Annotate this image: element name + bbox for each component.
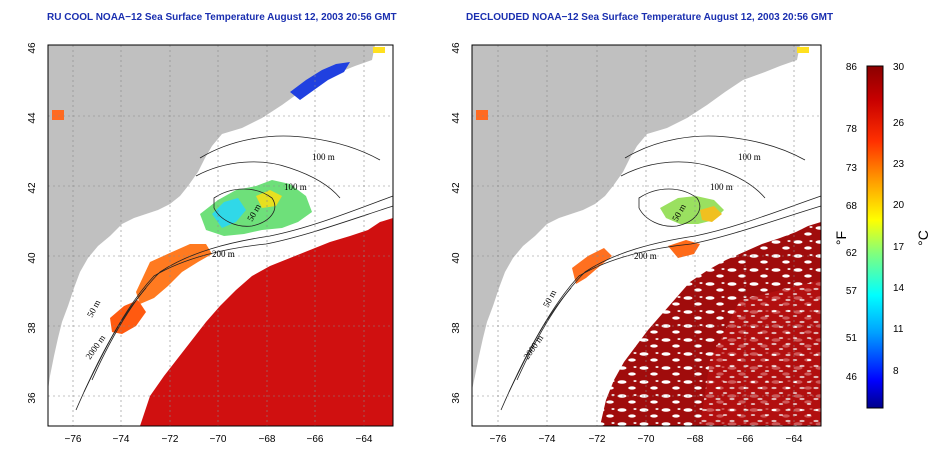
left-x-tick-label: −72 — [162, 434, 179, 445]
colorbar-celsius-label: 26 — [893, 118, 905, 129]
left-map-lake-patch — [52, 110, 64, 120]
right-x-tick-label: −66 — [737, 434, 754, 445]
colorbar-gradient — [866, 65, 884, 409]
left-y-axis: 46 44 42 40 38 36 — [27, 42, 38, 404]
colorbar-fahrenheit-label: 51 — [846, 333, 858, 344]
right-y-tick-label: 38 — [451, 322, 462, 334]
left-map-grid — [48, 45, 393, 426]
left-y-tick-label: 38 — [27, 322, 38, 334]
colorbar-fahrenheit-label: 57 — [846, 286, 858, 297]
colorbar-fahrenheit-label: 68 — [846, 201, 858, 212]
right-map-frame — [471, 44, 822, 427]
colorbar-celsius-unit: °C — [915, 230, 931, 246]
right-x-tick-label: −64 — [786, 434, 803, 445]
right-map-shelf-patch-orange2 — [668, 240, 700, 258]
colorbar-celsius-label: 23 — [893, 159, 905, 170]
left-map-shelf-patch-orange — [136, 244, 212, 304]
right-map-gulf-maine-yellow — [700, 206, 722, 222]
right-y-tick-label: 36 — [451, 392, 462, 404]
left-contour-label: 100 m — [312, 152, 335, 162]
left-map-bay-fundy-blue — [290, 62, 350, 100]
right-contour-label: 100 m — [738, 152, 761, 162]
left-map-land — [48, 45, 375, 390]
right-map-corner-yellow — [797, 47, 809, 53]
colorbar-fahrenheit-label: 78 — [846, 124, 858, 135]
colorbar-celsius-label: 14 — [893, 283, 905, 294]
right-x-tick-label: −68 — [687, 434, 704, 445]
right-x-tick-label: −72 — [589, 434, 606, 445]
colorbar-celsius-label: 8 — [893, 366, 899, 377]
right-map-contours — [500, 135, 822, 411]
right-contour-label: 100 m — [710, 182, 733, 192]
right-contour-label: 200 m — [634, 251, 657, 261]
left-map-frame — [47, 44, 394, 427]
right-map: 100 m 100 m 50 m 200 m 50 m 2000 m −76 −… — [451, 42, 822, 445]
right-map-land — [472, 45, 800, 390]
colorbar-celsius-label: 30 — [893, 62, 905, 73]
left-y-tick-label: 44 — [27, 112, 38, 124]
left-panel-title: RU COOL NOAA−12 Sea Surface Temperature … — [47, 12, 397, 23]
left-map-yellow-patch — [256, 190, 282, 208]
colorbar-celsius-label: 17 — [893, 242, 905, 253]
colorbar-celsius-ticks: 30 26 23 20 17 14 11 8 — [893, 62, 905, 377]
right-x-tick-label: −76 — [490, 434, 507, 445]
colorbar-celsius-label: 20 — [893, 200, 905, 211]
right-x-axis: −76 −74 −72 −70 −68 −66 −64 — [490, 434, 803, 445]
right-y-tick-label: 46 — [451, 42, 462, 54]
left-map-corner-yellow — [373, 47, 385, 53]
colorbar-fahrenheit-label: 86 — [846, 62, 858, 73]
colorbar-celsius-label: 11 — [893, 324, 904, 335]
right-panel-title: DECLOUDED NOAA−12 Sea Surface Temperatur… — [466, 12, 834, 23]
colorbar-fahrenheit-label: 73 — [846, 163, 858, 174]
left-contour-label: 200 m — [212, 249, 235, 259]
left-x-axis: −76 −74 −72 −70 −68 −66 −64 — [65, 434, 373, 445]
right-x-tick-label: −70 — [638, 434, 655, 445]
right-map-warm-ocean-speckle — [700, 280, 821, 426]
colorbar-fahrenheit-label: 46 — [846, 372, 858, 383]
left-y-tick-label: 40 — [27, 252, 38, 264]
left-x-tick-label: −64 — [356, 434, 373, 445]
left-x-tick-label: −70 — [210, 434, 227, 445]
left-x-tick-label: −66 — [307, 434, 324, 445]
left-y-tick-label: 36 — [27, 392, 38, 404]
right-y-tick-label: 42 — [451, 182, 462, 194]
left-y-tick-label: 46 — [27, 42, 38, 54]
left-map: 100 m 100 m 50 m 200 m 50 m 2000 m −76 −… — [27, 42, 394, 445]
right-y-tick-label: 40 — [451, 252, 462, 264]
left-map-contours — [75, 135, 394, 411]
colorbar-fahrenheit-unit: °F — [833, 231, 849, 245]
left-contour-label: 100 m — [284, 182, 307, 192]
left-map-gulf-maine-cyan — [212, 198, 246, 228]
left-x-tick-label: −76 — [65, 434, 82, 445]
right-y-axis: 46 44 42 40 38 36 — [451, 42, 462, 404]
right-map-lake-patch — [476, 110, 488, 120]
colorbar: 86 78 73 68 62 57 51 46 30 26 23 20 17 1… — [833, 62, 931, 409]
left-y-tick-label: 42 — [27, 182, 38, 194]
left-map-warm-ocean — [140, 218, 393, 426]
left-x-tick-label: −74 — [113, 434, 130, 445]
left-x-tick-label: −68 — [259, 434, 276, 445]
right-x-tick-label: −74 — [539, 434, 556, 445]
colorbar-fahrenheit-label: 62 — [846, 248, 858, 259]
colorbar-fahrenheit-ticks: 86 78 73 68 62 57 51 46 — [846, 62, 858, 383]
right-map-grid — [472, 45, 821, 426]
right-y-tick-label: 44 — [451, 112, 462, 124]
